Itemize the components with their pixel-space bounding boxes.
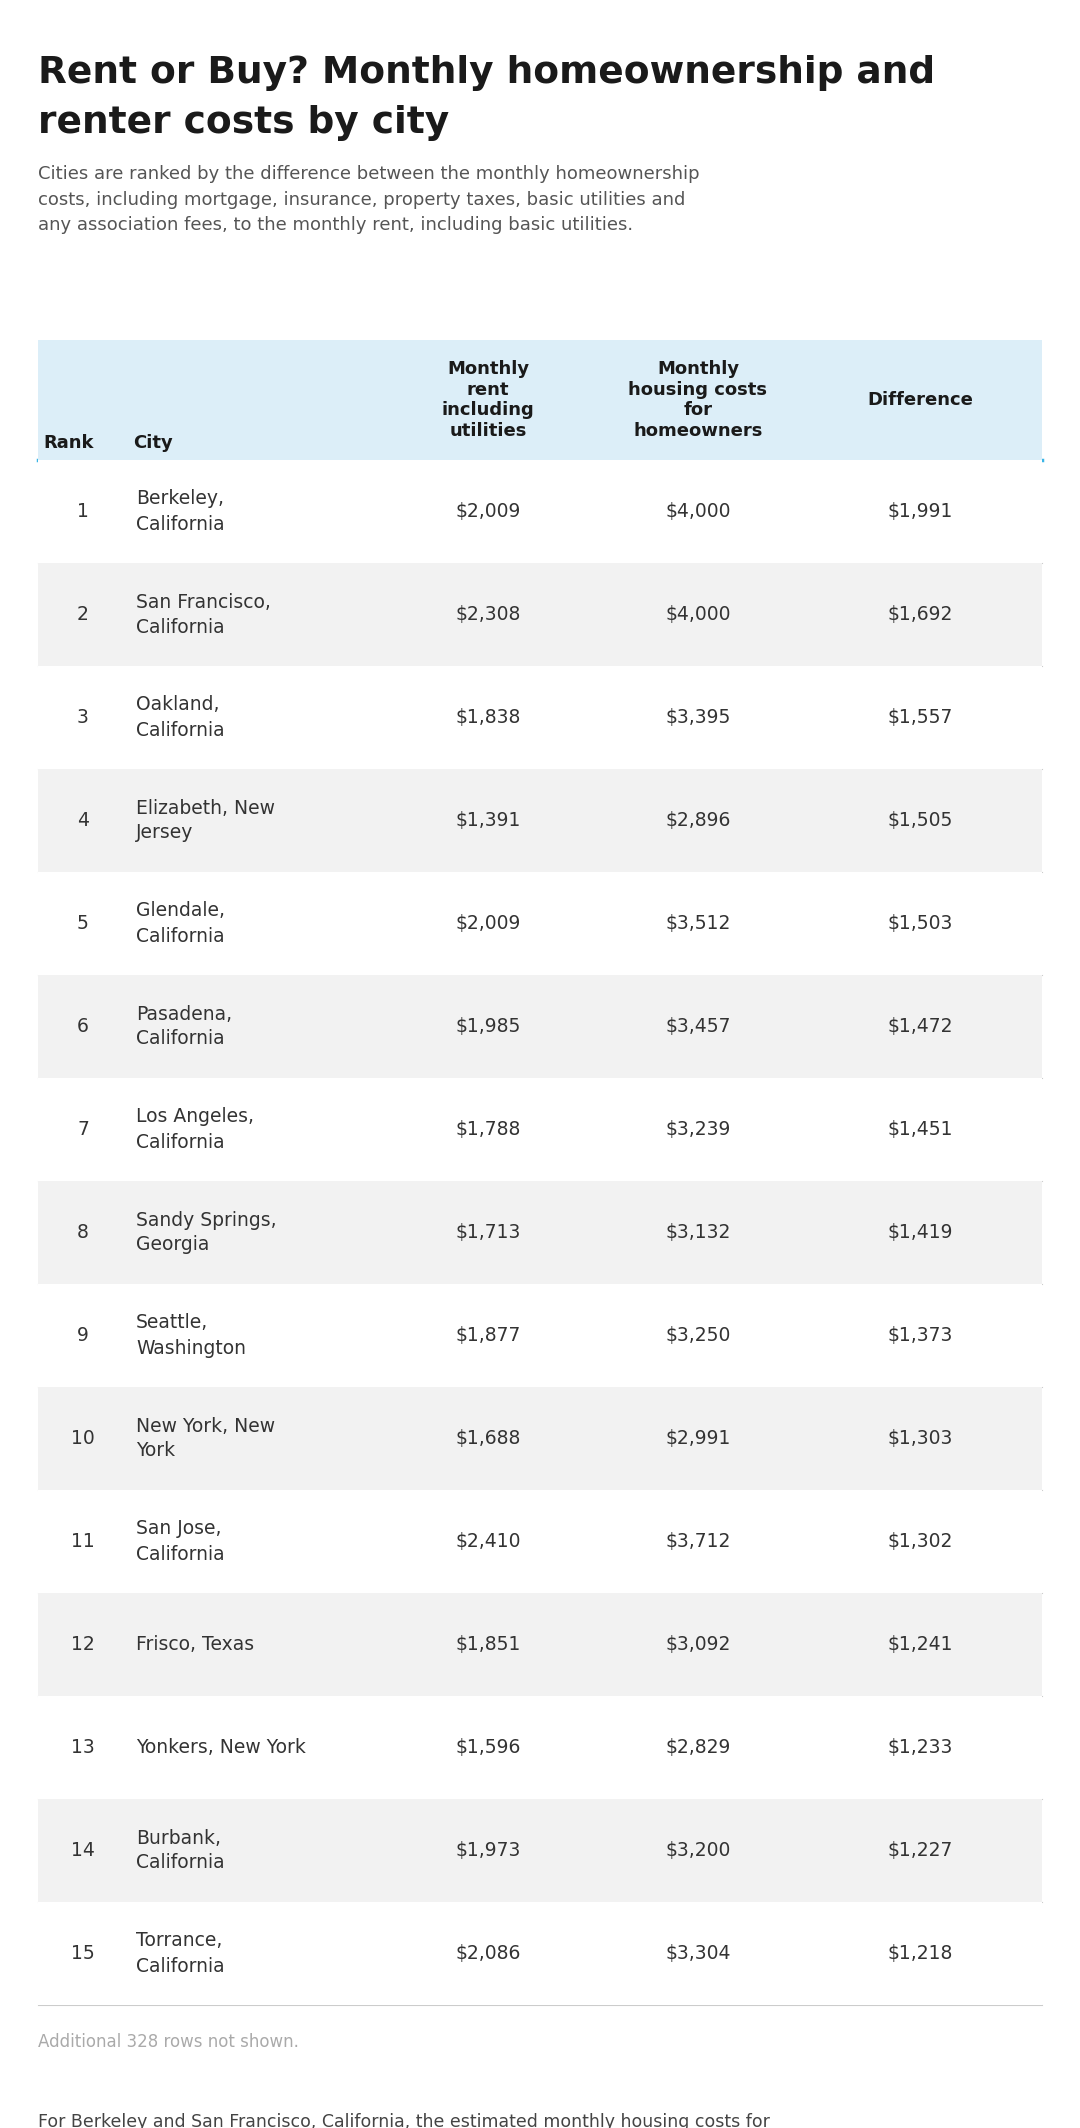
- Text: $1,688: $1,688: [456, 1430, 521, 1447]
- Text: $3,200: $3,200: [665, 1841, 731, 1860]
- Text: $1,373: $1,373: [888, 1326, 953, 1345]
- Text: $1,241: $1,241: [888, 1634, 953, 1653]
- Text: Cities are ranked by the difference between the monthly homeownership
costs, inc: Cities are ranked by the difference betw…: [38, 166, 700, 234]
- Text: $1,233: $1,233: [888, 1739, 953, 1758]
- Text: 7: 7: [77, 1119, 89, 1138]
- Text: Seattle,
Washington: Seattle, Washington: [136, 1313, 246, 1358]
- Text: $2,009: $2,009: [456, 502, 521, 521]
- Text: $1,505: $1,505: [888, 811, 953, 830]
- Text: 3: 3: [77, 709, 89, 728]
- Text: 10: 10: [71, 1430, 95, 1447]
- Text: renter costs by city: renter costs by city: [38, 104, 449, 140]
- Text: San Jose,
California: San Jose, California: [136, 1519, 225, 1564]
- Text: Rent or Buy? Monthly homeownership and: Rent or Buy? Monthly homeownership and: [38, 55, 935, 92]
- Text: 5: 5: [77, 915, 89, 932]
- Text: Rank: Rank: [43, 434, 94, 451]
- Text: Glendale,
California: Glendale, California: [136, 902, 225, 945]
- Text: Burbank,
California: Burbank, California: [136, 1828, 225, 1873]
- Text: $3,250: $3,250: [665, 1326, 731, 1345]
- Text: 9: 9: [77, 1326, 89, 1345]
- Text: 8: 8: [77, 1224, 89, 1243]
- Text: Oakland,
California: Oakland, California: [136, 696, 225, 741]
- Text: $3,092: $3,092: [665, 1634, 731, 1653]
- Text: Difference: Difference: [867, 392, 973, 409]
- Text: 1: 1: [77, 502, 89, 521]
- Text: Frisco, Texas: Frisco, Texas: [136, 1634, 254, 1653]
- Text: $2,308: $2,308: [456, 604, 521, 624]
- Text: Torrance,
California: Torrance, California: [136, 1932, 225, 1975]
- Text: $3,395: $3,395: [665, 709, 731, 728]
- Text: Elizabeth, New
Jersey: Elizabeth, New Jersey: [136, 798, 275, 843]
- Text: $1,218: $1,218: [888, 1945, 953, 1962]
- Text: 2: 2: [77, 604, 89, 624]
- Text: $4,000: $4,000: [665, 604, 731, 624]
- Text: 14: 14: [71, 1841, 95, 1860]
- Text: $1,985: $1,985: [456, 1017, 521, 1036]
- Text: $2,410: $2,410: [456, 1532, 521, 1551]
- Text: $1,877: $1,877: [456, 1326, 521, 1345]
- Text: Monthly
rent
including
utilities: Monthly rent including utilities: [442, 360, 535, 440]
- Text: $1,596: $1,596: [456, 1739, 521, 1758]
- Text: Yonkers, New York: Yonkers, New York: [136, 1739, 306, 1758]
- Text: $1,838: $1,838: [456, 709, 521, 728]
- Text: 6: 6: [77, 1017, 89, 1036]
- Text: $1,391: $1,391: [456, 811, 521, 830]
- Text: $3,132: $3,132: [665, 1224, 731, 1243]
- Text: New York, New
York: New York, New York: [136, 1417, 275, 1460]
- Text: $1,692: $1,692: [888, 604, 953, 624]
- Text: $1,472: $1,472: [888, 1017, 953, 1036]
- Text: 12: 12: [71, 1634, 95, 1653]
- Text: Additional 328 rows not shown.: Additional 328 rows not shown.: [38, 2032, 299, 2051]
- Text: $4,000: $4,000: [665, 502, 731, 521]
- Text: $1,419: $1,419: [888, 1224, 953, 1243]
- Text: $3,512: $3,512: [665, 915, 731, 932]
- Text: Pasadena,
California: Pasadena, California: [136, 1004, 232, 1049]
- Text: Berkeley,
California: Berkeley, California: [136, 489, 225, 534]
- Text: $1,503: $1,503: [888, 915, 953, 932]
- Text: $1,557: $1,557: [888, 709, 953, 728]
- Text: $1,303: $1,303: [888, 1430, 953, 1447]
- Text: $2,009: $2,009: [456, 915, 521, 932]
- Text: 15: 15: [71, 1945, 95, 1962]
- Text: $1,302: $1,302: [888, 1532, 953, 1551]
- Text: For Berkeley and San Francisco, California, the estimated monthly housing costs : For Berkeley and San Francisco, Californ…: [38, 2113, 770, 2128]
- Text: $2,829: $2,829: [665, 1739, 731, 1758]
- Text: $1,227: $1,227: [888, 1841, 953, 1860]
- Text: $1,788: $1,788: [456, 1119, 521, 1138]
- Text: $3,304: $3,304: [665, 1945, 731, 1962]
- Text: San Francisco,
California: San Francisco, California: [136, 592, 271, 636]
- Text: $3,239: $3,239: [665, 1119, 731, 1138]
- Text: $1,991: $1,991: [888, 502, 953, 521]
- Text: 11: 11: [71, 1532, 95, 1551]
- Text: $3,712: $3,712: [665, 1532, 731, 1551]
- Text: $2,991: $2,991: [665, 1430, 731, 1447]
- Text: $3,457: $3,457: [665, 1017, 731, 1036]
- Text: Los Angeles,
California: Los Angeles, California: [136, 1107, 254, 1151]
- Text: $1,451: $1,451: [888, 1119, 953, 1138]
- Text: Sandy Springs,
Georgia: Sandy Springs, Georgia: [136, 1211, 276, 1256]
- Text: 4: 4: [77, 811, 89, 830]
- Text: City: City: [134, 434, 173, 451]
- Text: $1,973: $1,973: [456, 1841, 521, 1860]
- Text: $2,896: $2,896: [665, 811, 731, 830]
- Text: Monthly
housing costs
for
homeowners: Monthly housing costs for homeowners: [629, 360, 768, 440]
- Text: $1,713: $1,713: [456, 1224, 521, 1243]
- Text: $2,086: $2,086: [456, 1945, 521, 1962]
- Text: $1,851: $1,851: [456, 1634, 521, 1653]
- Text: 13: 13: [71, 1739, 95, 1758]
